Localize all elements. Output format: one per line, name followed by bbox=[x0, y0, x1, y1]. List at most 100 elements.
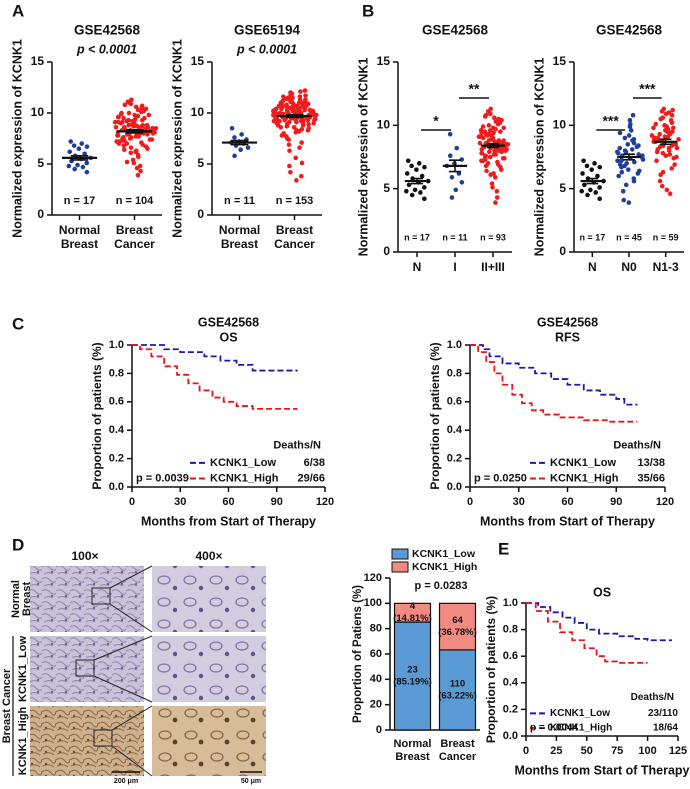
x-tick-label: 75 bbox=[611, 745, 623, 757]
data-point bbox=[314, 112, 319, 118]
x-tick-label: N1-3 bbox=[653, 260, 679, 274]
data-point bbox=[631, 136, 637, 142]
data-point bbox=[449, 195, 455, 200]
data-point bbox=[447, 131, 453, 137]
legend-label: KCNK1_High bbox=[550, 472, 619, 484]
data-point bbox=[494, 148, 499, 153]
data-point bbox=[288, 105, 293, 111]
x-axis-title: Months from Start of Therapy bbox=[514, 763, 689, 777]
data-point bbox=[640, 153, 645, 159]
data-point bbox=[126, 122, 132, 128]
x-tick-label: Breast bbox=[61, 237, 98, 251]
y-tick-label: 10 bbox=[377, 118, 391, 132]
chart-title: OS bbox=[593, 585, 611, 599]
data-point bbox=[136, 154, 141, 160]
y-tick-label: 10 bbox=[191, 105, 205, 119]
data-point bbox=[293, 155, 298, 161]
legend-label: KCNK1_High bbox=[412, 561, 477, 573]
data-point bbox=[498, 145, 504, 151]
legend-deaths: 29/66 bbox=[297, 472, 325, 484]
data-point bbox=[122, 124, 127, 130]
data-point bbox=[628, 121, 633, 127]
data-point bbox=[617, 145, 623, 151]
y-tick-label: 0.4 bbox=[503, 677, 519, 689]
data-point bbox=[654, 158, 659, 164]
x-tick-label: Breast bbox=[221, 237, 258, 251]
y-tick-label: 120 bbox=[364, 572, 382, 584]
data-point bbox=[658, 172, 663, 178]
data-point bbox=[670, 129, 675, 134]
data-point bbox=[581, 158, 586, 164]
data-point bbox=[629, 147, 635, 152]
data-point bbox=[281, 94, 286, 99]
data-point bbox=[271, 112, 276, 118]
data-point bbox=[489, 181, 495, 186]
data-point bbox=[116, 141, 122, 146]
x-tick-label: N bbox=[413, 260, 422, 274]
data-point bbox=[419, 173, 425, 179]
row-label: Normal bbox=[10, 580, 22, 618]
data-point bbox=[138, 168, 143, 174]
data-point bbox=[665, 134, 671, 140]
data-point bbox=[128, 135, 134, 140]
data-point bbox=[674, 145, 680, 151]
p-value: p = 0.0283 bbox=[415, 580, 468, 592]
data-point bbox=[491, 130, 496, 136]
bar-value-label: (63.22%) bbox=[438, 690, 477, 701]
y-tick-label: 0 bbox=[383, 244, 390, 258]
data-point bbox=[592, 161, 597, 166]
data-point bbox=[291, 124, 297, 130]
micrograph bbox=[152, 706, 266, 776]
y-tick-label: 0.4 bbox=[109, 424, 125, 436]
data-point bbox=[294, 178, 299, 183]
row-label: KCNK1_Low bbox=[17, 636, 29, 702]
data-point bbox=[447, 153, 453, 159]
data-point bbox=[298, 173, 304, 179]
y-tick-label: 0 bbox=[376, 724, 382, 736]
p-value: p < 0.0001 bbox=[76, 42, 137, 56]
y-tick-label: 0 bbox=[197, 207, 204, 221]
y-tick-label: 1.0 bbox=[503, 597, 518, 609]
n-label: n = 11 bbox=[442, 232, 467, 242]
data-point bbox=[245, 145, 251, 150]
data-point bbox=[626, 167, 631, 172]
chart-title: GSE42568 bbox=[596, 23, 663, 38]
y-tick-label: 60 bbox=[370, 648, 382, 660]
data-point bbox=[66, 163, 72, 169]
sem-bar bbox=[410, 177, 424, 185]
data-point bbox=[302, 98, 308, 104]
data-point bbox=[493, 126, 498, 132]
data-point bbox=[115, 133, 121, 138]
y-axis-title: Proportion of Patiens (%) bbox=[352, 585, 364, 723]
data-point bbox=[273, 106, 279, 112]
data-point bbox=[482, 114, 488, 119]
data-point bbox=[134, 165, 140, 171]
data-point bbox=[124, 118, 130, 124]
data-point bbox=[84, 160, 90, 166]
data-point bbox=[120, 119, 125, 125]
data-point bbox=[232, 153, 237, 159]
data-point bbox=[284, 136, 290, 141]
data-point bbox=[287, 148, 292, 154]
data-point bbox=[299, 160, 305, 166]
data-point bbox=[414, 167, 419, 172]
y-tick-label: 0.6 bbox=[503, 650, 518, 662]
data-point bbox=[116, 119, 121, 125]
data-point bbox=[667, 152, 673, 157]
data-point bbox=[409, 163, 414, 169]
data-point bbox=[672, 162, 677, 167]
survival-curve bbox=[526, 602, 648, 664]
y-tick-label: 40 bbox=[370, 673, 382, 685]
data-point bbox=[281, 131, 286, 136]
n-label: n = 17 bbox=[579, 232, 605, 242]
n-label: n = 93 bbox=[480, 232, 506, 242]
scale-bar-label: 50 μm bbox=[241, 778, 261, 785]
data-point bbox=[501, 138, 506, 143]
legend-title: Deaths/N bbox=[631, 692, 674, 703]
x-tick-label: 50 bbox=[581, 745, 593, 757]
x-tick-label: Normal bbox=[219, 223, 260, 237]
x-tick-label: 30 bbox=[513, 496, 525, 508]
legend-deaths: 23/110 bbox=[648, 708, 678, 719]
data-point bbox=[623, 149, 629, 155]
